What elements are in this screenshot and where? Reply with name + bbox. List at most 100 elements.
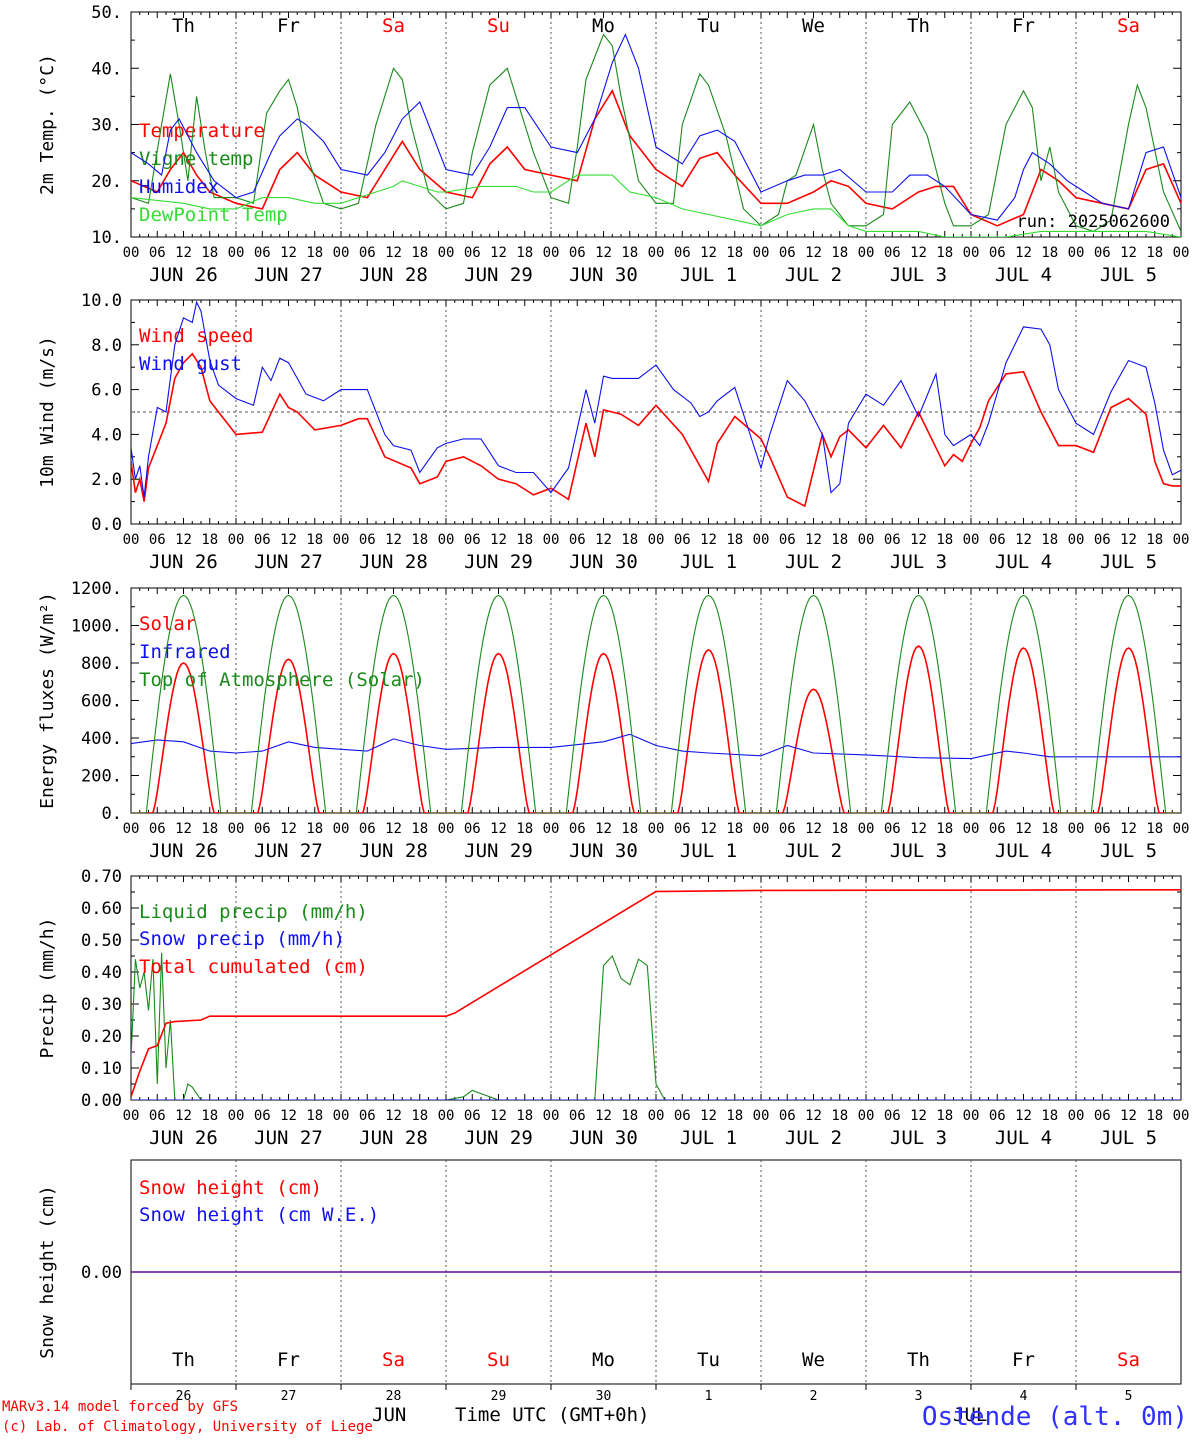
y-tick-label: 0.70 xyxy=(81,867,122,887)
x-hour-label: 12 xyxy=(1120,1108,1137,1124)
x-hour-label: 06 xyxy=(674,245,691,261)
y-tick-label: 4.0 xyxy=(91,425,122,445)
x-hour-label: 06 xyxy=(149,532,166,548)
x-hour-label: 18 xyxy=(621,532,638,548)
x-hour-label: 00 xyxy=(963,245,980,261)
y-tick-label: 0.10 xyxy=(81,1059,122,1079)
weekday-label: Sa xyxy=(382,15,405,37)
series-line-wind-gust xyxy=(131,300,1181,498)
x-hour-label: 00 xyxy=(963,821,980,837)
x-date-label: JUN 28 xyxy=(359,840,428,862)
legend-entry: Vigne temp xyxy=(139,148,253,170)
x-hour-label: 00 xyxy=(1173,1108,1190,1124)
x-hour-label: 06 xyxy=(254,245,271,261)
y-tick-label: 8.0 xyxy=(91,336,122,356)
x-hour-label: 18 xyxy=(936,1108,953,1124)
legend-entry: Liquid precip (mm/h) xyxy=(139,901,368,923)
x-hour-label: 00 xyxy=(123,821,140,837)
y-tick-label: 0. xyxy=(102,804,122,824)
legend-entry: Top of Atmosphere (Solar) xyxy=(139,669,425,691)
x-hour-label: 18 xyxy=(1146,1108,1163,1124)
x-hour-label: 18 xyxy=(201,821,218,837)
weekday-label: Fr xyxy=(1012,15,1035,37)
station-name: Ostende (alt. 0m) xyxy=(921,1402,1188,1432)
x-hour-label: 18 xyxy=(831,821,848,837)
weekday-label: Tu xyxy=(697,1349,720,1371)
x-hour-label: 06 xyxy=(149,821,166,837)
weekday-label: Fr xyxy=(1012,1349,1035,1371)
x-hour-label: 18 xyxy=(411,532,428,548)
x-hour-label: 18 xyxy=(306,821,323,837)
x-hour-label: 12 xyxy=(805,1108,822,1124)
x-hour-label: 00 xyxy=(1173,245,1190,261)
weekday-label: Mo xyxy=(592,15,615,37)
y-tick-label: 0.20 xyxy=(81,1027,122,1047)
x-hour-label: 00 xyxy=(123,1108,140,1124)
y-tick-label: 1000. xyxy=(71,617,122,637)
x-hour-label: 12 xyxy=(595,245,612,261)
x-date-label: JUN 29 xyxy=(464,840,533,862)
x-hour-label: 00 xyxy=(1068,532,1085,548)
x-hour-label: 12 xyxy=(910,245,927,261)
x-day-number: 1 xyxy=(705,1389,713,1404)
x-hour-label: 00 xyxy=(1173,532,1190,548)
x-hour-label: 18 xyxy=(831,245,848,261)
x-hour-label: 18 xyxy=(306,245,323,261)
x-hour-label: 00 xyxy=(228,821,245,837)
x-day-number: 29 xyxy=(491,1389,507,1404)
weekday-label: We xyxy=(802,1349,825,1371)
x-hour-label: 00 xyxy=(648,245,665,261)
x-date-label: JUL 1 xyxy=(680,264,737,286)
x-hour-label: 00 xyxy=(858,245,875,261)
x-hour-label: 12 xyxy=(175,245,192,261)
x-hour-label: 06 xyxy=(569,1108,586,1124)
x-date-label: JUN 27 xyxy=(254,840,323,862)
y-tick-label: 0.40 xyxy=(81,963,122,983)
x-hour-label: 00 xyxy=(123,532,140,548)
x-date-label: JUN 29 xyxy=(464,551,533,573)
x-hour-label: 12 xyxy=(700,821,717,837)
x-hour-label: 18 xyxy=(726,245,743,261)
y-axis-label: Energy fluxes (W/m²) xyxy=(37,592,58,809)
x-hour-label: 18 xyxy=(1041,1108,1058,1124)
x-hour-label: 18 xyxy=(621,245,638,261)
x-hour-label: 06 xyxy=(989,245,1006,261)
x-date-label: JUL 4 xyxy=(995,1127,1052,1149)
legend-entry: Snow precip (mm/h) xyxy=(139,928,345,950)
weekday-label: Th xyxy=(172,15,195,37)
x-date-label: JUN 30 xyxy=(569,264,638,286)
x-hour-label: 00 xyxy=(438,245,455,261)
x-hour-label: 00 xyxy=(543,245,560,261)
x-hour-label: 18 xyxy=(726,532,743,548)
x-hour-label: 00 xyxy=(753,245,770,261)
y-tick-label: 0.50 xyxy=(81,931,122,951)
x-date-label: JUL 3 xyxy=(890,1127,947,1149)
x-date-label: JUN 29 xyxy=(464,1127,533,1149)
x-date-label: JUL 1 xyxy=(680,1127,737,1149)
x-hour-label: 12 xyxy=(700,1108,717,1124)
x-hour-label: 18 xyxy=(936,821,953,837)
x-axis-title: Time UTC (GMT+0h) xyxy=(455,1404,650,1426)
y-tick-label: 40. xyxy=(91,59,122,79)
legend-entry: Wind gust xyxy=(139,353,242,375)
series-line-humidex xyxy=(131,33,1181,221)
weekday-label: Mo xyxy=(592,1349,615,1371)
x-hour-label: 06 xyxy=(989,1108,1006,1124)
y-axis-label: Snow height (cm) xyxy=(37,1185,58,1358)
x-hour-label: 18 xyxy=(621,1108,638,1124)
x-hour-label: 06 xyxy=(254,532,271,548)
x-hour-label: 18 xyxy=(1146,821,1163,837)
x-hour-label: 00 xyxy=(228,1108,245,1124)
x-hour-label: 12 xyxy=(490,532,507,548)
x-hour-label: 06 xyxy=(884,532,901,548)
x-date-label: JUN 27 xyxy=(254,551,323,573)
x-date-label: JUN 26 xyxy=(149,264,218,286)
x-hour-label: 18 xyxy=(306,1108,323,1124)
x-hour-label: 12 xyxy=(280,532,297,548)
x-hour-label: 18 xyxy=(1146,532,1163,548)
x-hour-label: 12 xyxy=(1120,821,1137,837)
x-hour-label: 06 xyxy=(254,821,271,837)
x-hour-label: 12 xyxy=(700,532,717,548)
x-hour-label: 12 xyxy=(490,821,507,837)
x-hour-label: 18 xyxy=(516,532,533,548)
